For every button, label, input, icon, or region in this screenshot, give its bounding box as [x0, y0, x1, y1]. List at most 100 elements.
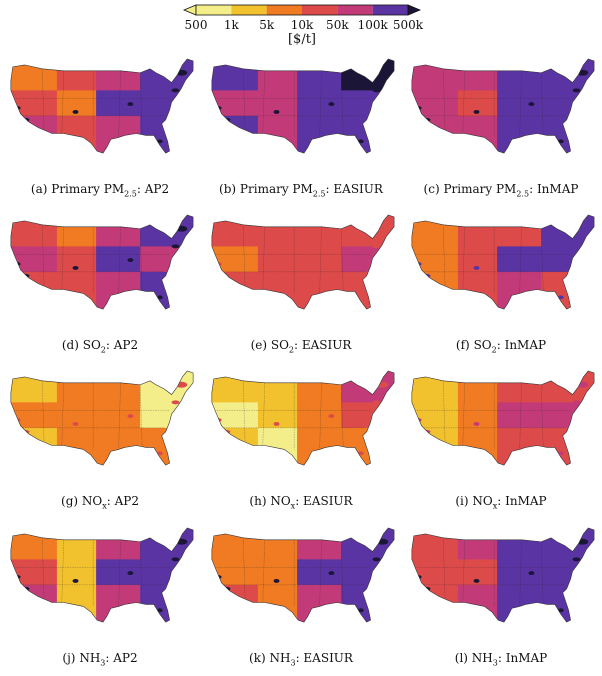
map-region — [341, 271, 395, 310]
state-boundary — [262, 70, 265, 134]
panel-caption: (a) Primary PM2.5: AP2 — [30, 182, 170, 199]
state-boundary — [61, 226, 64, 290]
map-hotspot — [273, 421, 280, 426]
map-region — [10, 271, 58, 310]
map-hotspot — [372, 400, 381, 405]
colorbar-tick-label: 1k — [223, 18, 239, 32]
state-boundary — [61, 539, 64, 603]
us-outline — [211, 527, 395, 623]
map-region — [140, 59, 194, 91]
map-hotspot — [273, 578, 280, 583]
map-region — [457, 427, 498, 466]
pollutant-name: Primary PM — [443, 182, 517, 196]
panel-letter: (g) — [61, 494, 79, 508]
map-panel: (g) NOx: AP2 — [0, 362, 200, 518]
map-region — [297, 427, 342, 466]
map-region — [341, 528, 395, 560]
colorbar-bin — [196, 5, 232, 15]
map-region — [541, 371, 595, 403]
map-hotspot — [572, 557, 581, 562]
map-hotspot — [528, 258, 535, 263]
map-region — [341, 584, 395, 623]
map-hotspot — [528, 414, 535, 419]
map-panel: (d) SO2: AP2 — [0, 206, 200, 362]
state-boundary — [519, 226, 522, 294]
us-outline — [10, 214, 194, 310]
map-hotspot — [12, 106, 21, 110]
map-hotspot — [273, 265, 280, 270]
map-region — [140, 528, 194, 560]
model-name: EASIUR — [333, 182, 383, 196]
us-choropleth-map — [411, 214, 595, 310]
map-region — [497, 559, 542, 586]
state-boundary — [541, 384, 544, 446]
map-region — [140, 215, 194, 247]
us-outline — [411, 58, 595, 154]
map-region — [140, 402, 194, 429]
map-region — [497, 402, 542, 429]
map-region — [96, 402, 141, 429]
state-boundary — [243, 224, 246, 290]
map-region — [541, 115, 595, 154]
panel-caption: (f) SO2: InMAP — [455, 338, 547, 355]
map-region — [10, 115, 58, 154]
map-panel: (h) NOx: EASIUR — [201, 362, 401, 518]
map-region — [411, 271, 459, 310]
map-hotspot — [171, 400, 180, 405]
map-region — [297, 584, 342, 623]
model-name: InMAP — [536, 182, 579, 196]
state-boundary — [443, 537, 446, 603]
state-boundary — [118, 539, 121, 607]
map-region — [497, 427, 542, 466]
map-region — [541, 427, 595, 466]
us-outline — [10, 527, 194, 623]
map-region — [10, 90, 58, 117]
map-region — [140, 427, 194, 466]
map-region — [411, 246, 459, 273]
us-choropleth-map — [211, 214, 395, 310]
colorbar-arrow-low — [182, 4, 197, 16]
map-region — [211, 402, 259, 429]
map-region — [457, 271, 498, 310]
map-panel: (e) SO2: EASIUR — [201, 206, 401, 362]
map-region — [497, 115, 542, 154]
map-region — [140, 90, 194, 117]
colorbar-legend: 500 1k 5k 10k 50k 100k 500k [$/t] — [182, 2, 423, 48]
state-boundary — [42, 68, 45, 134]
map-region — [257, 584, 298, 623]
colorbar-tick-label: 10k — [290, 18, 314, 32]
state-boundary — [61, 70, 64, 134]
colorbar-bin — [372, 5, 408, 15]
map-hotspot — [473, 578, 480, 583]
map-region — [541, 402, 595, 429]
map-hotspot — [572, 400, 581, 405]
pollutant-subscript: x — [492, 501, 498, 511]
colorbar-arrow-high — [407, 4, 422, 16]
map-region — [341, 402, 395, 429]
model-name: EASIUR — [301, 338, 352, 352]
colorbar-tick-label: 50k — [326, 18, 349, 32]
map-hotspot — [72, 265, 79, 270]
map-region — [341, 115, 395, 154]
map-region — [10, 528, 58, 560]
state-boundary — [140, 72, 143, 134]
model-name: InMAP — [504, 338, 547, 352]
panel-caption: (g) NOx: AP2 — [61, 494, 139, 511]
us-choropleth-map — [10, 58, 194, 154]
us-choropleth-map — [411, 370, 595, 466]
panel-letter: (e) — [250, 338, 268, 352]
map-region — [96, 271, 141, 310]
map-region — [10, 371, 58, 403]
colorbar-frame — [195, 4, 409, 16]
map-region — [10, 215, 58, 247]
map-hotspot — [171, 88, 180, 93]
map-region — [541, 246, 595, 273]
model-name: EASIUR — [303, 651, 353, 665]
pollutant-subscript: 3 — [100, 658, 106, 668]
pollutant-subscript: 2 — [288, 345, 295, 355]
map-hotspot — [72, 421, 79, 426]
us-choropleth-map — [211, 527, 395, 623]
map-region — [541, 271, 595, 310]
state-boundary — [118, 70, 121, 138]
us-outline — [411, 370, 595, 466]
